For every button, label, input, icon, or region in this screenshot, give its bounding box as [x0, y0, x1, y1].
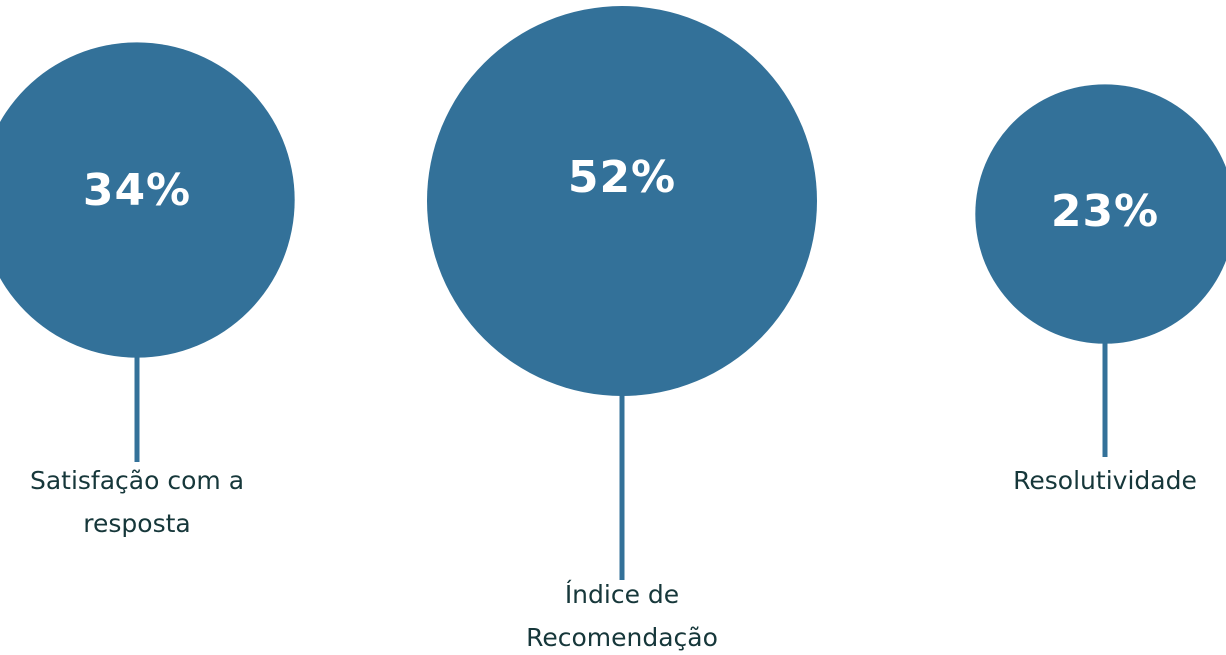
- bubble-label: Índice de: [565, 580, 679, 609]
- bubble-value: 52%: [568, 152, 676, 203]
- bubble-label: Satisfação com a: [30, 466, 244, 495]
- bubble-circle: [0, 42, 295, 358]
- bubble-group: 52% Índice de Recomendação: [427, 6, 817, 652]
- bubble-circle: [975, 84, 1226, 344]
- bubble-group: 23% Resolutividade: [975, 84, 1226, 495]
- bubble-value: 23%: [1051, 186, 1159, 237]
- bubble-group: 34% Satisfação com a resposta: [0, 42, 295, 538]
- bubble-circle: [427, 6, 817, 396]
- bubble-label: Resolutividade: [1013, 466, 1197, 495]
- bubble-label: resposta: [83, 509, 190, 538]
- bubble-label: Recomendação: [526, 623, 718, 652]
- bubble-value: 34%: [83, 165, 191, 216]
